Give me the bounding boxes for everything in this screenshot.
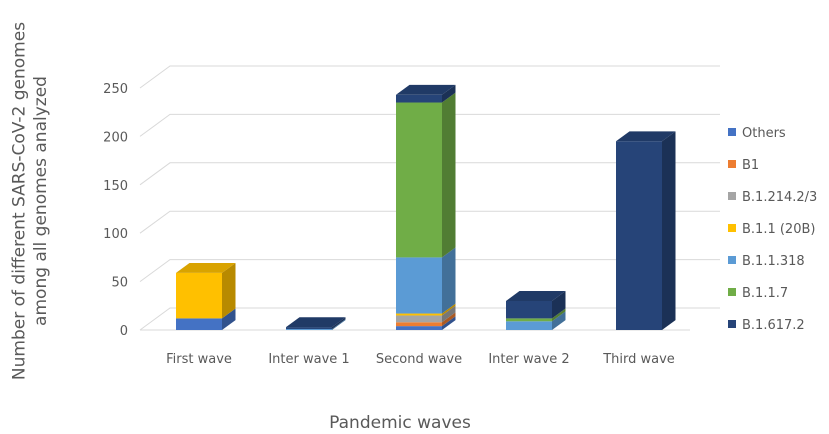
- bar-segment: [176, 318, 222, 330]
- bar-segment-side: [332, 317, 346, 330]
- bar-segment-side: [442, 316, 456, 330]
- bar-segment: [506, 318, 552, 322]
- bar-segment-side: [552, 308, 566, 322]
- legend-swatch: [728, 320, 736, 328]
- y-tick-label: 50: [111, 276, 128, 291]
- bar-stack: [396, 84, 456, 330]
- legend-label: B1: [742, 158, 759, 173]
- y-tick-label: 150: [103, 179, 128, 194]
- x-axis: First wave Inter wave 1 Second wave Inter w…: [166, 352, 675, 367]
- bar-segment: [396, 326, 442, 330]
- bar-segment-side: [222, 308, 236, 330]
- bar-segment: [616, 141, 662, 330]
- bar-stack: [176, 262, 236, 330]
- x-tick-label: Inter wave 2: [488, 352, 569, 367]
- bar-segment-side: [442, 305, 456, 323]
- legend-item: B.1.1.7: [728, 286, 788, 301]
- y-axis: 0 50 100 150 200 250: [103, 82, 128, 339]
- legend-swatch: [728, 224, 736, 232]
- legend-label: Others: [742, 126, 786, 141]
- bar-segment: [396, 322, 442, 327]
- bar-segment-side: [552, 291, 566, 319]
- x-tick-label: First wave: [166, 352, 232, 367]
- bar-top: [286, 317, 346, 328]
- bar-segment: [176, 272, 222, 319]
- bar-top: [616, 131, 676, 142]
- bar-segment: [396, 257, 442, 314]
- legend-item: B.1.1.318: [728, 254, 805, 269]
- legend-item: B1: [728, 158, 759, 173]
- y-axis-title: Number of different SARS-CoV-2 genomesam…: [10, 22, 51, 380]
- legend-swatch: [728, 192, 736, 200]
- bar-segment-side: [662, 131, 676, 330]
- bar-segment: [506, 300, 552, 319]
- x-tick-label: Second wave: [376, 352, 462, 367]
- legend-item: B.1.617.2: [728, 318, 805, 333]
- legend-swatch: [728, 128, 736, 136]
- bar-segment-side: [442, 247, 456, 314]
- bar-segment: [506, 321, 552, 330]
- bar-segment: [396, 102, 442, 258]
- x-axis-title: Pandemic waves: [329, 413, 471, 433]
- bar-segment: [396, 315, 442, 323]
- bar-segment-side: [222, 262, 236, 319]
- y-tick-label: 200: [103, 130, 128, 145]
- legend-label: B.1.1 (20B): [742, 222, 815, 237]
- y-tick-label: 250: [103, 82, 128, 97]
- legend-swatch: [728, 256, 736, 264]
- bar-segment-side: [442, 92, 456, 258]
- legend-item: B.1.1 (20B): [728, 222, 815, 237]
- bar-top: [176, 262, 236, 273]
- bar-stack: [286, 317, 346, 330]
- gridline: [139, 210, 720, 234]
- legend-swatch: [728, 160, 736, 168]
- bar-segment: [286, 327, 332, 330]
- bar-segment: [396, 313, 442, 316]
- bars: [176, 84, 676, 330]
- bar-segment-side: [442, 303, 456, 316]
- legend-item: B.1.214.2/3: [728, 190, 817, 205]
- legend-item: Others: [728, 126, 786, 141]
- gridline: [139, 113, 720, 137]
- bar-top: [396, 84, 456, 95]
- x-tick-label: Third wave: [602, 352, 675, 367]
- legend-label: B.1.617.2: [742, 318, 805, 333]
- bar-stack: [506, 291, 566, 330]
- legend-label: B.1.1.318: [742, 254, 805, 269]
- bar-stack: [616, 131, 676, 330]
- legend-label: B.1.214.2/3: [742, 190, 817, 205]
- bar-top: [506, 291, 566, 301]
- gridline: [139, 162, 720, 186]
- y-tick-label: 0: [120, 324, 128, 339]
- bar-segment-side: [552, 311, 566, 330]
- bar-segment: [286, 329, 332, 330]
- bar-segment-side: [442, 84, 456, 103]
- gridline: [139, 65, 720, 89]
- gridlines: [139, 65, 720, 331]
- x-tick-label: Inter wave 1: [268, 352, 349, 367]
- bar-segment-side: [442, 312, 456, 327]
- legend-swatch: [728, 288, 736, 296]
- legend-label: B.1.1.7: [742, 286, 788, 301]
- y-tick-label: 100: [103, 227, 128, 242]
- bar-segment: [396, 94, 442, 103]
- gridline: [139, 259, 720, 283]
- bar-segment-side: [332, 319, 346, 330]
- legend: Others B1 B.1.214.2/3 B.1.1 (20B) B.1.1.318 B…: [728, 126, 817, 333]
